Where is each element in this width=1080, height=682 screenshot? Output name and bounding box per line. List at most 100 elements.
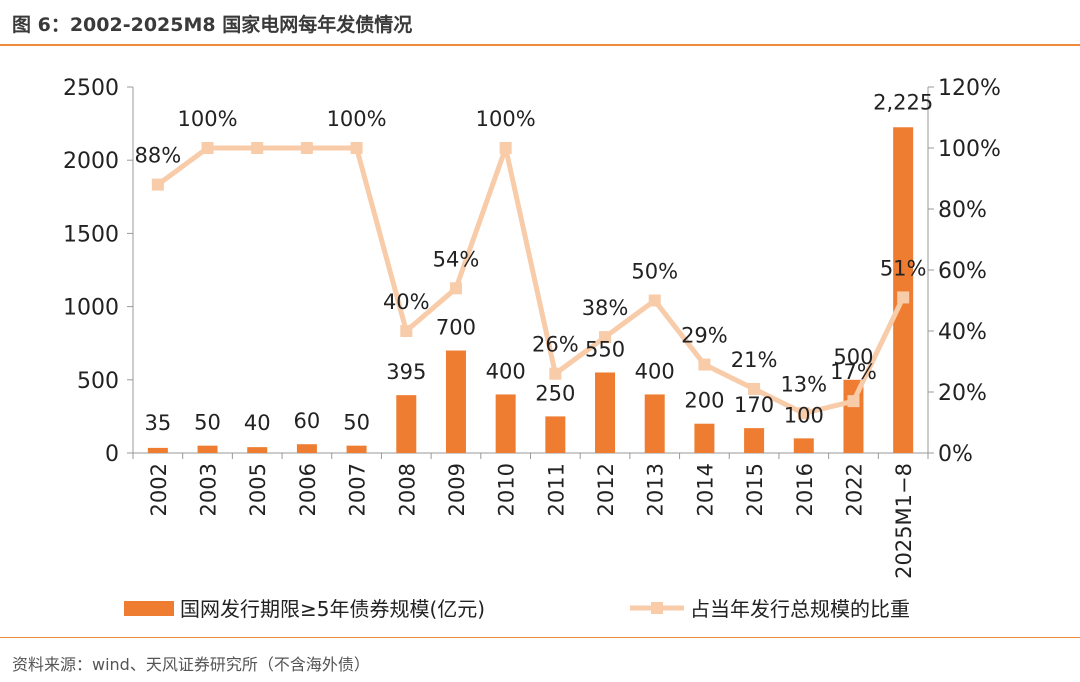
x-tick-label: 2009: [445, 463, 469, 516]
y-right-tick-label: 20%: [938, 381, 987, 406]
bar-value-label: 100: [784, 403, 824, 427]
x-tick-label: 2011: [544, 463, 568, 516]
line-point: [499, 142, 512, 154]
legend-line-label: 占当年发行总规模的比重: [690, 597, 910, 621]
bar-value-label: 170: [734, 393, 774, 417]
bar: [197, 445, 218, 453]
x-tick-label: 2005: [246, 463, 270, 516]
bar-value-label: 395: [386, 360, 426, 384]
bar: [545, 416, 566, 453]
line-point: [648, 294, 661, 307]
bar: [644, 394, 665, 453]
bar-value-label: 50: [343, 411, 370, 435]
x-tick-label: 2015: [743, 463, 767, 516]
x-tick-label: 2013: [644, 463, 668, 516]
y-right-tick-label: 40%: [938, 320, 987, 345]
y-left-tick-label: 2500: [63, 76, 119, 101]
bar-value-label: 2,225: [873, 90, 933, 114]
x-tick-label: 2012: [594, 463, 618, 516]
line-value-label: 21%: [731, 348, 778, 372]
legend-bar-swatch: [124, 601, 174, 616]
bar-value-label: 250: [535, 381, 575, 405]
y-right-tick-label: 100%: [938, 137, 1001, 162]
x-tick-label: 2014: [693, 463, 717, 516]
line-value-label: 29%: [681, 324, 728, 348]
bar-value-label: 40: [244, 411, 271, 435]
bar-value-label: 400: [635, 359, 675, 383]
bar: [495, 394, 516, 453]
bar: [793, 438, 814, 453]
line-value-label: 100%: [178, 107, 238, 131]
y-left-tick-label: 500: [77, 369, 119, 394]
bar-value-label: 550: [585, 337, 625, 361]
line-point: [300, 142, 313, 154]
x-tick-label: 2010: [495, 463, 519, 516]
line-point: [599, 331, 612, 344]
bar-value-label: 400: [486, 359, 526, 383]
line-value-label: 17%: [830, 360, 877, 384]
bar: [247, 447, 268, 453]
line-point: [251, 142, 264, 154]
chart-axes: 0 500 1000 1500 2000 2500 0% 20% 40% 60% 80% 100% 12…: [63, 76, 1001, 579]
x-tick-label: 2006: [296, 463, 320, 516]
top-rule: [0, 44, 1080, 46]
figure-title: 图 6：2002-2025M8 国家电网每年发债情况: [12, 14, 413, 36]
share-line: [156, 145, 906, 416]
line-value-label: 50%: [631, 260, 678, 284]
source-note: 资料来源：wind、天风证券研究所（不含海外债）: [12, 655, 370, 674]
line-point: [847, 395, 860, 408]
bar-value-label: 700: [436, 316, 476, 340]
line-point: [400, 325, 413, 337]
line-value-label: 51%: [880, 256, 927, 280]
bar-value-label: 60: [294, 409, 321, 433]
bar-value-label: 35: [144, 411, 171, 435]
bar: [346, 445, 367, 453]
line-value-label: 26%: [532, 333, 579, 357]
line-point: [549, 367, 562, 380]
x-tick-label: 2007: [346, 463, 370, 516]
line-point: [797, 407, 810, 420]
bar: [893, 127, 914, 453]
y-right-tick-label: 0%: [938, 442, 973, 467]
x-tick-label: 2002: [147, 463, 171, 516]
legend-line-marker: [651, 602, 663, 614]
line-point: [748, 382, 761, 395]
line-value-label: 40%: [383, 290, 430, 314]
x-tick-label: 2025M1−8: [892, 463, 916, 579]
line-value-label: 13%: [780, 372, 827, 396]
chart-svg: 0 500 1000 1500 2000 2500 0% 20% 40% 60% 80% 100% 12…: [63, 76, 1001, 621]
bar: [296, 444, 317, 453]
bar: [595, 372, 616, 453]
y-right-tick-label: 60%: [938, 259, 987, 284]
line-value-label: 38%: [582, 296, 629, 320]
x-tick-label: 2008: [395, 463, 419, 516]
line-point: [449, 282, 462, 295]
line-point: [201, 142, 214, 154]
bar: [744, 428, 765, 453]
bottom-rule: [0, 637, 1080, 638]
line-value-label: 88%: [135, 144, 182, 168]
line-point: [698, 358, 711, 371]
bar-value-label: 50: [194, 411, 221, 435]
legend-bar-label: 国网发行期限≥5年债券规模(亿元): [180, 597, 485, 621]
data-labels: 35 50 40 60 50 395 700 400 250 550 400 200 170 100 500…: [135, 90, 934, 435]
x-tick-label: 2022: [842, 463, 866, 516]
y-left-tick-label: 0: [105, 442, 119, 467]
bar-value-label: 200: [684, 389, 724, 413]
bar-value-label: 500: [833, 345, 873, 369]
y-right-tick-label: 120%: [938, 76, 1001, 101]
y-left-tick-label: 2000: [63, 149, 119, 174]
y-left-tick-label: 1500: [63, 222, 119, 247]
bar: [396, 395, 417, 453]
line-value-label: 100%: [327, 107, 387, 131]
x-tick-label: 2003: [197, 463, 221, 516]
bar: [147, 447, 168, 453]
y-right-tick-label: 80%: [938, 198, 987, 223]
line-point: [151, 178, 164, 191]
line-series: [151, 142, 910, 420]
line-value-label: 100%: [476, 107, 536, 131]
bar: [694, 423, 715, 453]
line-point: [350, 142, 363, 154]
x-tick-label: 2016: [793, 463, 817, 516]
y-left-tick-label: 1000: [63, 296, 119, 321]
